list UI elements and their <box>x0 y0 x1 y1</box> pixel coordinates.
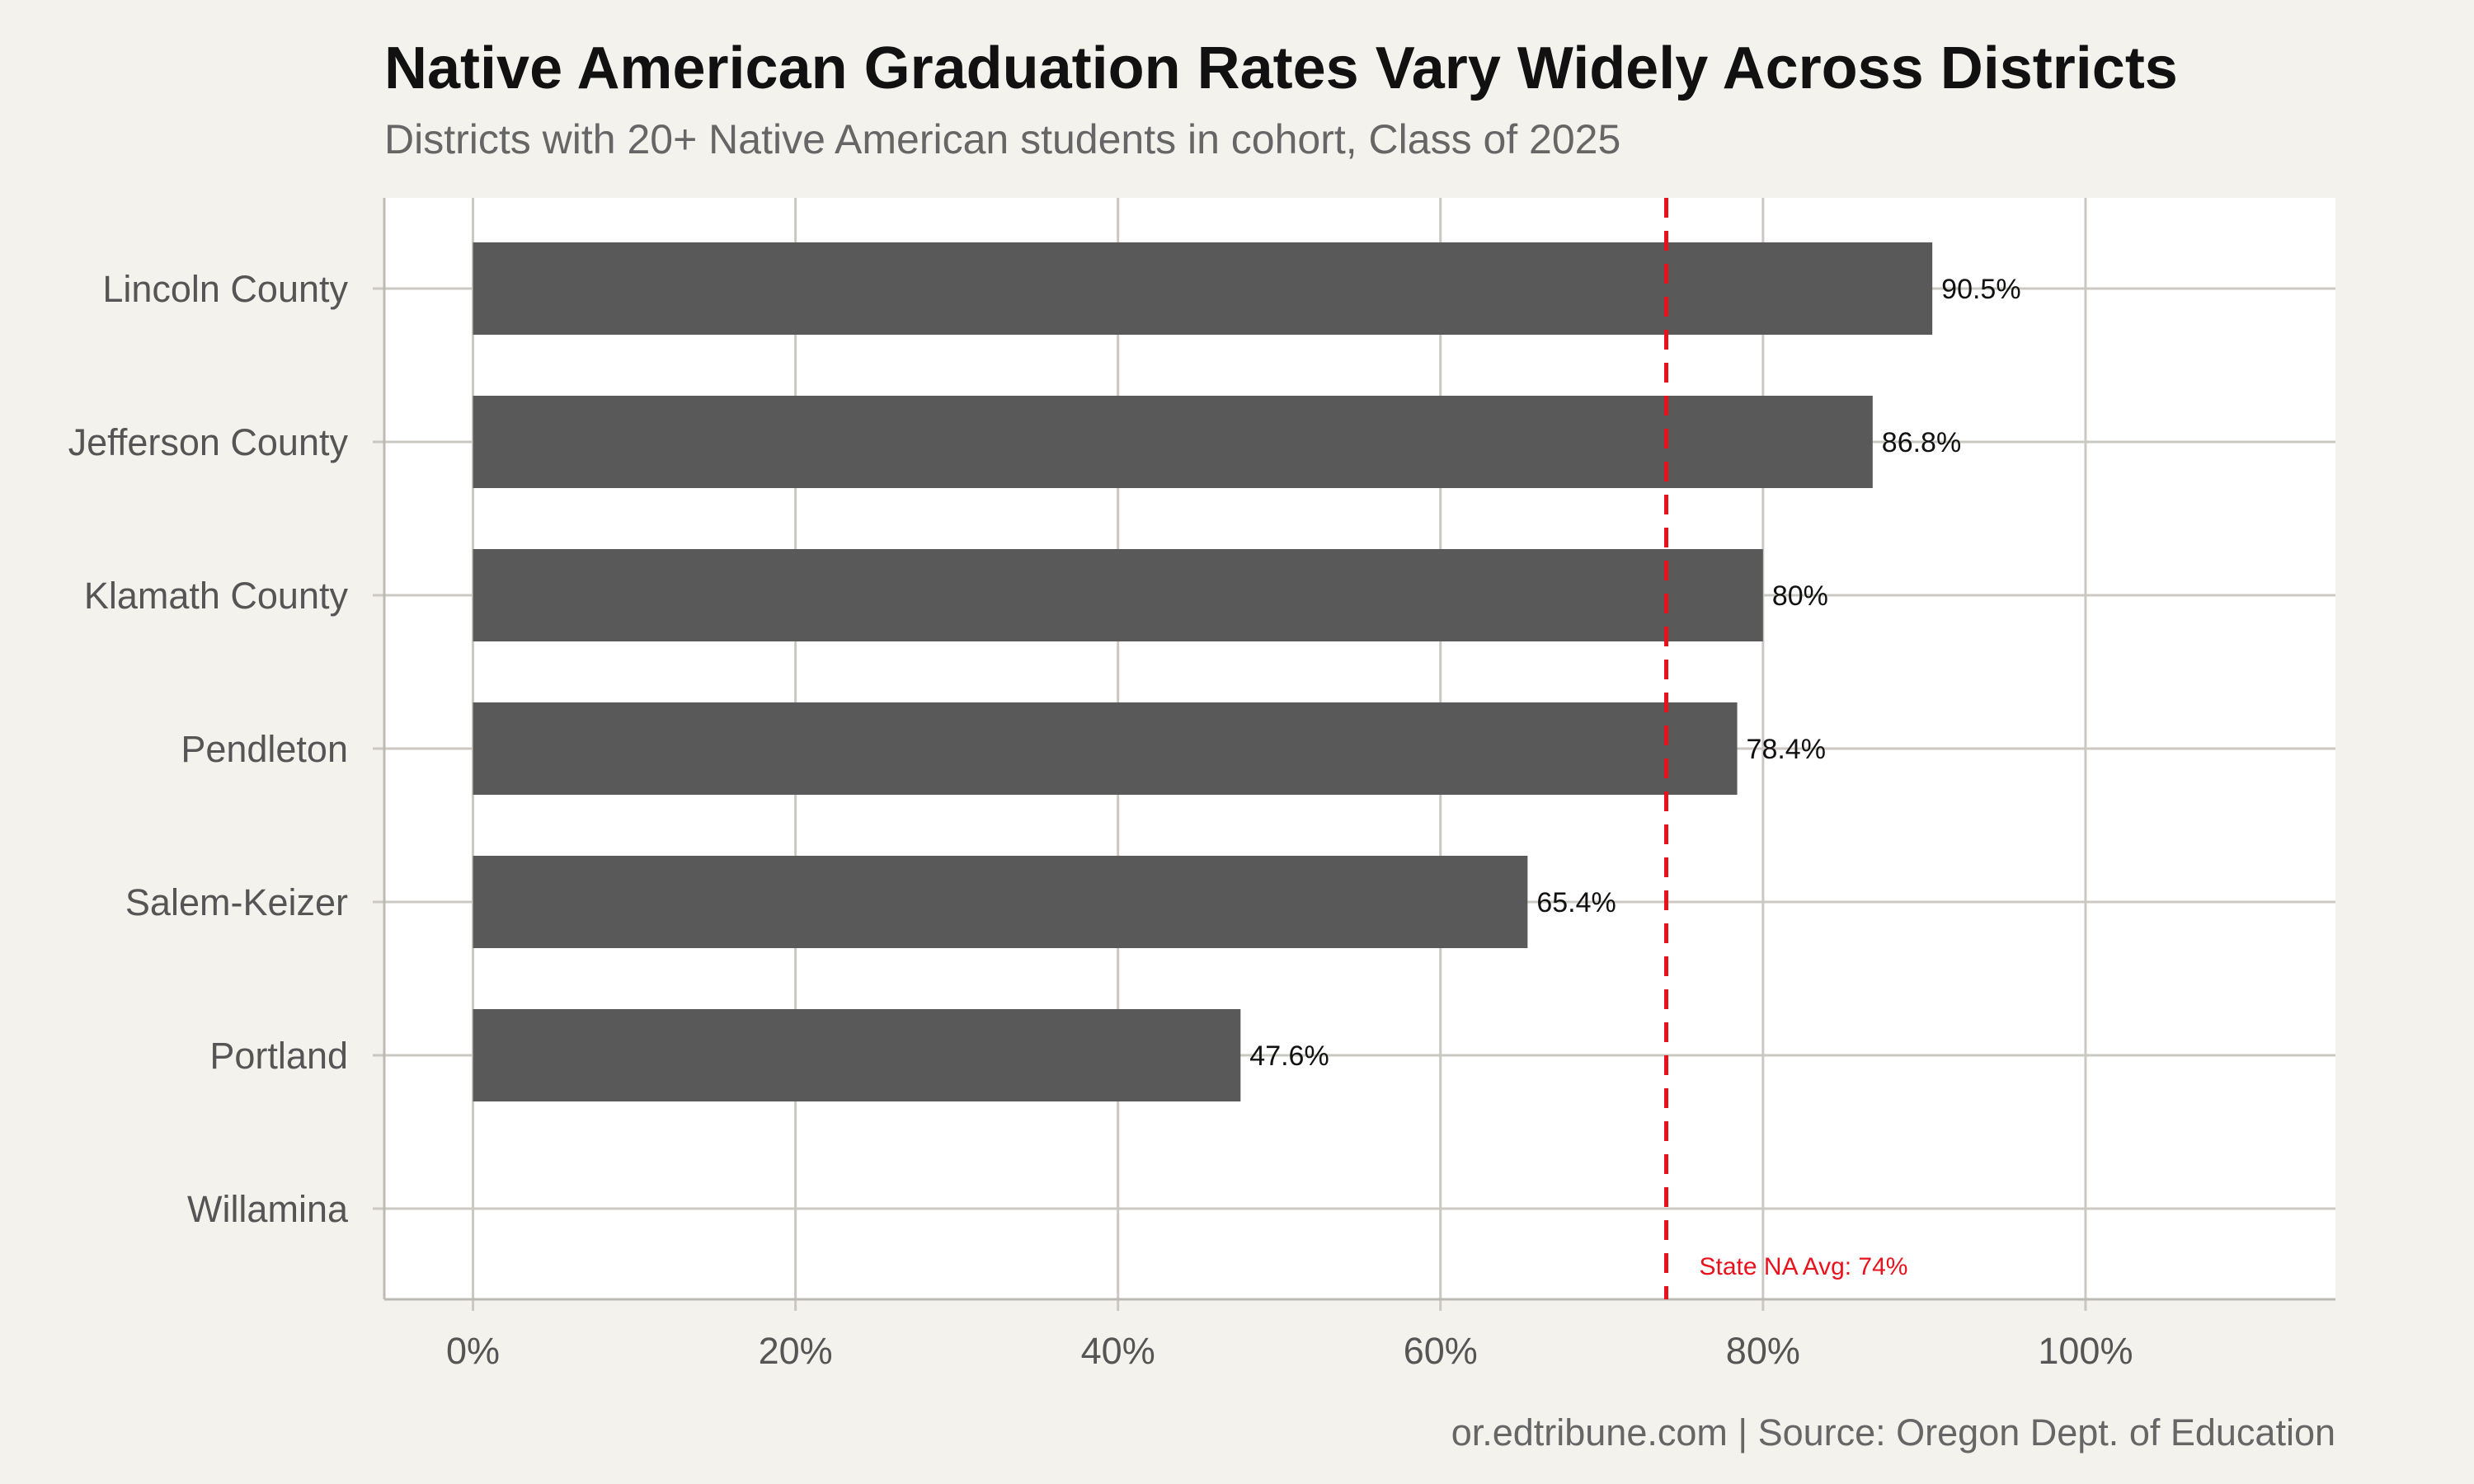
y-axis-labels: Lincoln County Jefferson County Klamath Co… <box>68 268 349 1230</box>
bar-value-labels: 90.5% 86.8% 80% 78.4% 65.4% 47.6% <box>1249 274 2020 1072</box>
bar-value-label: 80% <box>1772 580 1828 612</box>
bar-value-label: 78.4% <box>1747 734 1826 765</box>
x-tick-label: 100% <box>2038 1330 2133 1372</box>
bar-value-label: 65.4% <box>1536 887 1616 918</box>
bar-value-label: 47.6% <box>1249 1040 1329 1072</box>
x-tick-label: 60% <box>1404 1330 1478 1372</box>
state-average-reference: State NA Avg: 74% <box>1664 198 1908 1299</box>
source-caption: or.edtribune.com | Source: Oregon Dept. … <box>1451 1411 2335 1453</box>
bar <box>473 242 1933 335</box>
bar <box>473 856 1528 948</box>
bar-value-label: 86.8% <box>1882 427 1961 458</box>
x-tick-label: 80% <box>1726 1330 1800 1372</box>
y-tick-label: Willamina <box>187 1188 349 1230</box>
x-tick-label: 40% <box>1081 1330 1155 1372</box>
y-tick-label: Lincoln County <box>102 268 348 310</box>
bar <box>473 549 1763 641</box>
y-tick-label: Klamath County <box>84 575 349 617</box>
y-tick-label: Salem-Keizer <box>125 881 348 923</box>
bar <box>473 702 1738 795</box>
bar-value-label: 90.5% <box>1941 274 2020 305</box>
bar <box>473 1009 1241 1101</box>
chart-title: Native American Graduation Rates Vary Wi… <box>384 35 2178 101</box>
bar <box>473 396 1873 488</box>
y-tick-label: Jefferson County <box>68 421 349 463</box>
x-tick-label: 20% <box>759 1330 833 1372</box>
chart-subtitle: Districts with 20+ Native American stude… <box>384 116 1621 162</box>
reference-line-label: State NA Avg: 74% <box>1700 1253 1908 1280</box>
x-axis-labels: 0% 20% 40% 60% 80% 100% <box>446 1330 2133 1372</box>
x-tick-label: 0% <box>446 1330 500 1372</box>
y-tick-label: Pendleton <box>181 728 348 770</box>
bars <box>473 242 1933 1101</box>
y-tick-label: Portland <box>209 1035 348 1077</box>
